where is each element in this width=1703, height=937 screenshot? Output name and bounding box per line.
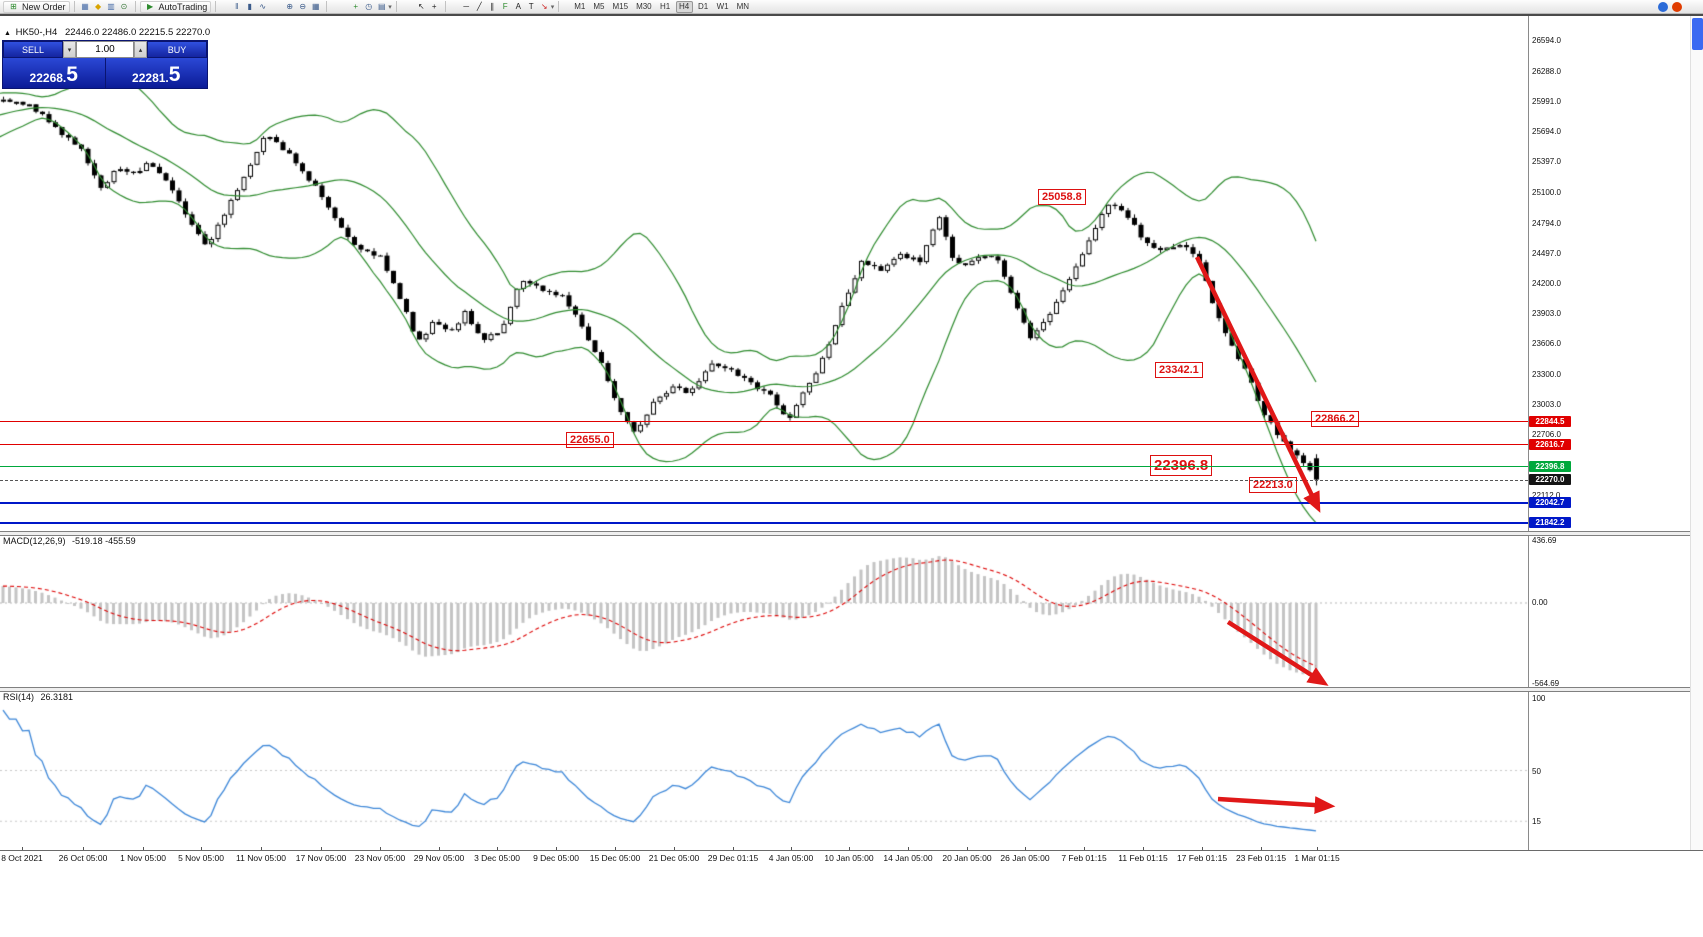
label-icon[interactable]: T [528, 2, 534, 11]
symbol-ohlc: 22446.0 22486.0 22215.5 22270.0 [64, 27, 211, 38]
trade-panel-divider [104, 58, 106, 88]
volume-down-button[interactable]: ▾ [63, 41, 76, 58]
buy-button[interactable]: BUY [147, 41, 207, 58]
panel-splitter-macd[interactable] [0, 531, 1703, 536]
text-icon[interactable]: A [515, 2, 521, 11]
timeframe-button-h1[interactable]: H1 [660, 2, 671, 11]
toolbar-zoom-icons: ⊕ ⊖ ▦ [283, 1, 322, 13]
toolbar-separator [134, 1, 136, 12]
toolbar-left-icons: ▦ ◆ ▥ ⊙ [79, 1, 131, 13]
macd-label: MACD(12,26,9) -519.18 -455.59 [3, 536, 136, 546]
macd-values: -519.18 -455.59 [72, 536, 136, 546]
buy-price[interactable]: 22281. 5 [106, 58, 208, 88]
price-axis-border [1528, 16, 1529, 850]
vertical-scrollbar[interactable] [1690, 16, 1703, 850]
candlestick-chart-icon[interactable]: ▮ [247, 2, 252, 11]
chart-window-border [0, 14, 1703, 16]
volume-input[interactable] [76, 41, 134, 58]
toolbar-separator [326, 1, 328, 12]
zoom-in-icon[interactable]: ⊕ [286, 2, 294, 11]
sell-price-main: 22268. [29, 71, 67, 85]
community-icon[interactable] [1658, 1, 1668, 12]
sell-price[interactable]: 22268. 5 [3, 58, 105, 88]
toolbar-separator [395, 1, 397, 12]
timeframe-clock-icon[interactable]: ◷ [365, 2, 373, 11]
indicator-dropdown-icon[interactable]: ▾ [388, 3, 392, 11]
market-watch-icon[interactable]: ▥ [107, 2, 115, 11]
timeframe-button-mn[interactable]: MN [736, 2, 750, 11]
panel-splitter-rsi[interactable] [0, 687, 1703, 692]
timeframe-buttons: M1 M5 M15 M30 H1 H4 D1 W1 MN [571, 0, 752, 13]
arrow-object-icon[interactable]: ↘ [540, 2, 548, 11]
tile-windows-icon[interactable]: ▦ [311, 2, 320, 11]
time-axis-border [0, 850, 1703, 851]
toolbar-right-icons [1658, 1, 1700, 12]
one-click-trading-panel: SELL ▾ ▴ BUY 22268.5 22281.5 [2, 40, 208, 89]
rsi-label: RSI(14) 26.3181 [3, 692, 73, 702]
add-indicator-icon[interactable]: + [353, 2, 359, 11]
profile-icon[interactable]: ◆ [94, 2, 102, 11]
new-order-label: New Order [22, 1, 66, 12]
live-update-icon[interactable] [1672, 1, 1682, 12]
symbol-title: HK50-,H4 [15, 27, 58, 38]
bar-chart-icon[interactable]: ‖ [235, 2, 239, 11]
rsi-value: 26.3181 [40, 692, 74, 702]
toolbar: ⊞ New Order ▦ ◆ ▥ ⊙ ▶ AutoTrading ‖ ▮ ∿ ⊕ ⊖ ▦ +… [0, 0, 1703, 14]
fibonacci-icon[interactable]: F [502, 2, 508, 11]
sell-price-big-digit: 5 [66, 63, 78, 87]
zoom-out-icon[interactable]: ⊖ [299, 2, 307, 11]
buy-price-big-digit: 5 [168, 63, 181, 87]
timeframe-button-m5[interactable]: M5 [593, 2, 605, 11]
new-order-icon: ⊞ [10, 2, 17, 11]
crosshair-icon[interactable]: + [431, 2, 437, 11]
scrollbar-thumb[interactable] [1692, 18, 1703, 50]
timeframe-button-d1[interactable]: D1 [698, 2, 709, 11]
channel-icon[interactable]: ∥ [490, 2, 495, 11]
timeframe-button-h4[interactable]: H4 [675, 0, 693, 13]
macd-name: MACD(12,26,9) [3, 536, 66, 546]
toolbar-indicator-icons: + ◷ ▤ [349, 1, 388, 13]
timeframe-button-m30[interactable]: M30 [636, 2, 652, 11]
horizontal-line-icon[interactable]: ─ [463, 2, 470, 11]
sell-button[interactable]: SELL [3, 41, 63, 58]
calendar-icon[interactable]: ⊙ [120, 2, 128, 11]
autotrading-play-icon: ▶ [146, 2, 154, 11]
toolbar-chart-type-icons: ‖ ▮ ∿ [230, 1, 269, 13]
autotrading-label: AutoTrading [158, 1, 208, 12]
toolbar-separator [558, 1, 560, 12]
timeframe-button-w1[interactable]: W1 [716, 2, 729, 11]
toolbar-pointer-icons: ↖ + [415, 1, 441, 13]
cursor-icon[interactable]: ↖ [417, 2, 425, 11]
rsi-name: RSI(14) [3, 692, 35, 702]
toolbar-separator [444, 1, 446, 12]
volume-up-button[interactable]: ▴ [134, 41, 147, 58]
symbol-header: ▲ HK50-,H4 22446.0 22486.0 22215.5 22270… [4, 27, 210, 38]
charts-icon[interactable]: ▦ [81, 2, 89, 11]
timeframe-button-m15[interactable]: M15 [612, 2, 629, 11]
toolbar-separator [215, 1, 217, 12]
template-icon[interactable]: ▤ [377, 2, 386, 11]
new-order-button[interactable]: ⊞ New Order [3, 0, 70, 13]
symbol-marker-icon: ▲ [4, 30, 11, 37]
toolbar-separator [73, 1, 75, 12]
toolbar-object-icons: ─ ╱ ∥ F A T ↘ [460, 1, 551, 13]
line-chart-icon[interactable]: ∿ [259, 2, 267, 11]
objects-dropdown-icon[interactable]: ▾ [550, 3, 555, 11]
buy-price-main: 22281. [132, 71, 169, 85]
trendline-icon[interactable]: ╱ [476, 2, 482, 11]
autotrading-button[interactable]: ▶ AutoTrading [139, 0, 212, 13]
timeframe-button-m1[interactable]: M1 [574, 2, 586, 11]
